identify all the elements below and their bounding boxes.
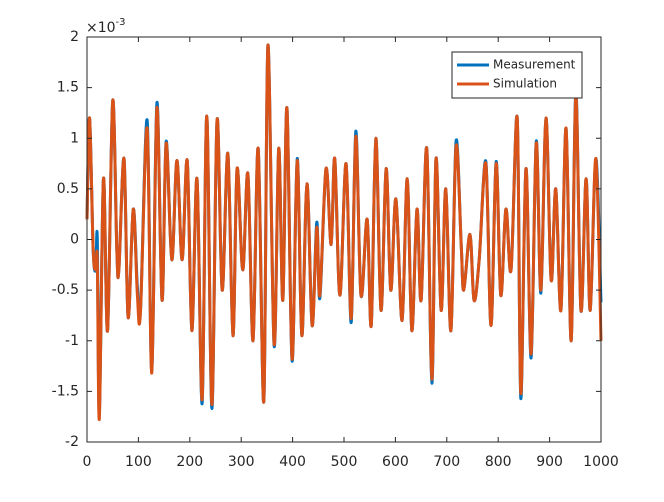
y-tick-label: -0.5 <box>52 282 79 298</box>
x-tick-label: 300 <box>228 454 255 470</box>
x-tick-label: 600 <box>382 454 409 470</box>
y-multiplier: ×10-3 <box>86 17 126 36</box>
y-tick-label: 1.5 <box>57 80 79 96</box>
series-line <box>85 43 603 421</box>
x-tick-label: 1000 <box>583 454 619 470</box>
y-tick-label: 2 <box>70 29 79 45</box>
legend-label: Simulation <box>493 77 557 91</box>
x-tick-label: 500 <box>331 454 358 470</box>
x-tick-label: 800 <box>485 454 512 470</box>
x-tick-label: 100 <box>125 454 152 470</box>
plot-lines <box>85 43 603 421</box>
y-tick-label: 0.5 <box>57 181 79 197</box>
y-tick-label: -2 <box>65 434 79 450</box>
x-tick-label: 0 <box>83 454 92 470</box>
y-tick-label: -1 <box>65 333 79 349</box>
y-multiplier-exponent: -3 <box>116 17 126 28</box>
legend-box <box>451 51 583 99</box>
legend-label: Measurement <box>493 58 576 72</box>
x-tick-label: 900 <box>536 454 563 470</box>
x-tick-label: 700 <box>433 454 460 470</box>
y-multiplier-base: ×10 <box>86 20 116 36</box>
y-tick-label: 0 <box>70 232 79 248</box>
y-tick-label: 1 <box>70 130 79 146</box>
y-tick-label: -1.5 <box>52 383 79 399</box>
x-tick-label: 200 <box>176 454 203 470</box>
x-tick-label: 400 <box>279 454 306 470</box>
